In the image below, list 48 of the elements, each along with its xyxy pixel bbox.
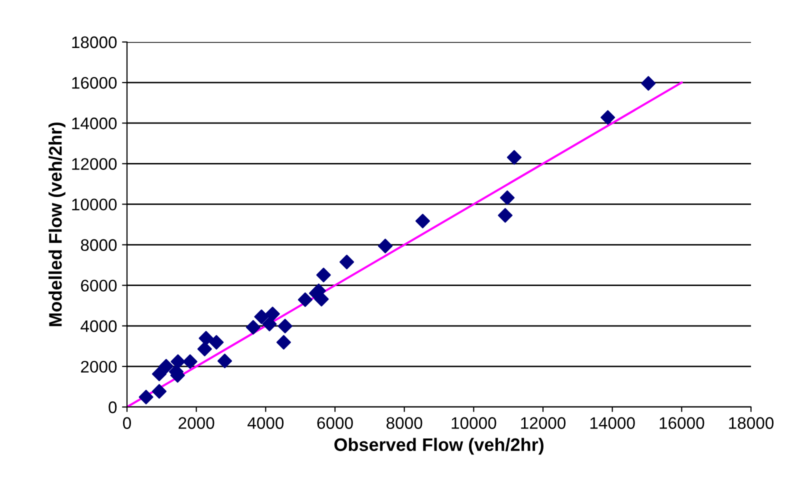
point bbox=[254, 309, 269, 324]
y-tick-label: 10000 bbox=[72, 198, 117, 210]
point bbox=[276, 335, 291, 350]
x-tick-label: 14000 bbox=[590, 417, 635, 429]
point bbox=[378, 238, 393, 254]
point bbox=[198, 330, 214, 346]
x-tick-label: 2000 bbox=[178, 417, 214, 429]
point bbox=[298, 292, 312, 308]
point bbox=[316, 268, 331, 282]
point bbox=[265, 306, 280, 322]
point bbox=[340, 254, 354, 270]
point bbox=[182, 354, 198, 369]
x-tick-label: 18000 bbox=[729, 417, 774, 429]
y-tick-label: 18000 bbox=[72, 36, 117, 48]
point bbox=[209, 335, 224, 350]
x-tick-label: 10000 bbox=[452, 417, 496, 429]
x-tick-label: 12000 bbox=[521, 417, 566, 429]
point bbox=[641, 76, 656, 91]
point bbox=[314, 292, 329, 306]
x-tick-label: 0 bbox=[123, 417, 131, 429]
point bbox=[138, 390, 154, 404]
y-tick-label: 6000 bbox=[81, 280, 117, 292]
x-tick-label: 16000 bbox=[660, 417, 704, 429]
point bbox=[415, 214, 430, 228]
point bbox=[217, 354, 232, 368]
x-tick-label: 6000 bbox=[317, 417, 353, 429]
x-axis-title: Observed Flow (veh/2hr) bbox=[334, 438, 544, 455]
y-tick-label: 4000 bbox=[80, 320, 117, 332]
point bbox=[500, 190, 515, 206]
y-tick-label: 14000 bbox=[72, 118, 117, 130]
point bbox=[197, 342, 212, 356]
x-tick-label: 8000 bbox=[386, 417, 422, 429]
y-tick-label: 16000 bbox=[72, 76, 117, 89]
point bbox=[246, 320, 260, 335]
point bbox=[152, 384, 167, 399]
point bbox=[262, 316, 277, 332]
y-tick-label: 8000 bbox=[80, 239, 117, 251]
point bbox=[506, 150, 522, 165]
point bbox=[158, 358, 174, 374]
y-tick-label: 2000 bbox=[81, 360, 117, 373]
point bbox=[498, 208, 512, 223]
point bbox=[278, 318, 292, 334]
x-tick-label: 4000 bbox=[248, 417, 284, 429]
y-tick-label: 0 bbox=[108, 401, 117, 414]
point bbox=[152, 366, 167, 382]
y-axis-title: Modelled Flow (veh/2hr) bbox=[48, 122, 66, 326]
point bbox=[600, 110, 616, 125]
y-tick-label: 12000 bbox=[72, 158, 117, 170]
